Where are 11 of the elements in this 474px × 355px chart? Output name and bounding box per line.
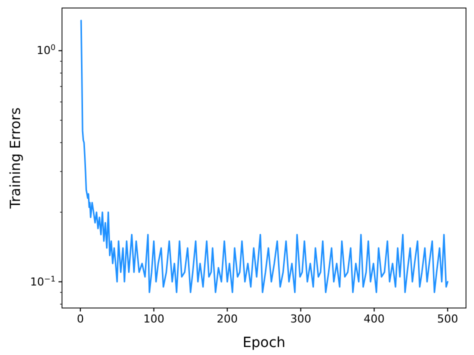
y-tick-label: 10$^{−1}$ — [30, 274, 56, 288]
x-tick-label: 400 — [364, 312, 385, 326]
line-series — [80, 20, 448, 294]
x-tick-label: 300 — [290, 312, 312, 326]
x-tick-label: 0 — [76, 312, 84, 326]
y-axis-title: Training Errors — [8, 107, 24, 210]
x-tick-label: 200 — [216, 312, 238, 326]
y-tick-label: 10$^{0}$ — [36, 42, 56, 58]
x-tick-label: 500 — [437, 312, 458, 326]
x-axis-title: Epoch — [242, 335, 286, 351]
x-tick-label: 100 — [143, 312, 164, 326]
